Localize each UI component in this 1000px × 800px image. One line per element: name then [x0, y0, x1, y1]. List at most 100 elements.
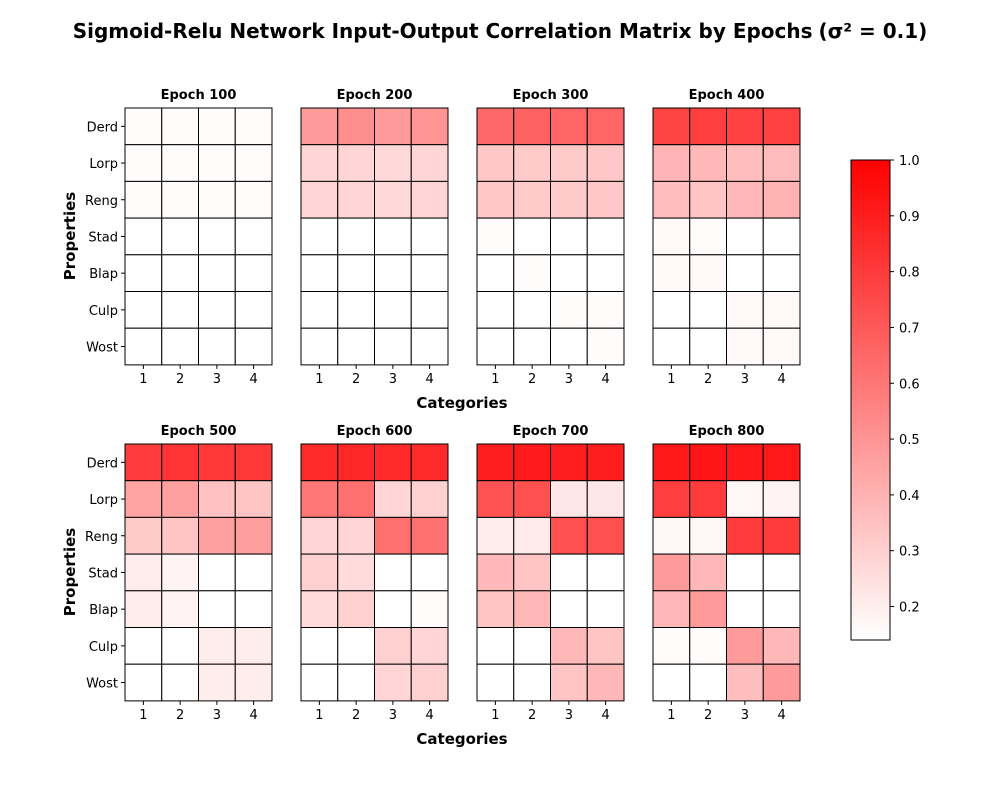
chart-title-suffix: (σ² = 0.1)	[819, 19, 928, 43]
heatmap-cell	[550, 590, 588, 628]
heatmap-cell	[586, 516, 625, 555]
heatmap-cell	[550, 107, 588, 146]
heatmap-cell	[198, 180, 236, 219]
panel-title: Epoch 600	[337, 424, 413, 439]
x-tick-label: 4	[249, 372, 257, 387]
heatmap-cell	[513, 254, 551, 293]
heatmap-cell	[161, 291, 199, 329]
heatmap-panels: Epoch 100 1 2 3 4 Derd Lorp Reng Stad Blap Culp Wos…	[85, 88, 801, 723]
heatmap-cell	[476, 217, 515, 256]
heatmap-cell	[300, 480, 339, 518]
heatmap-cell	[586, 327, 625, 366]
heatmap-cell	[586, 180, 625, 219]
heatmap-cell	[374, 217, 412, 256]
heatmap-cell	[689, 443, 727, 482]
heatmap-cell	[124, 553, 163, 592]
colorbar-tick-label: 1.0	[899, 154, 920, 169]
heatmap-cell	[550, 516, 588, 555]
heatmap-cell	[762, 480, 801, 518]
heatmap-cell	[410, 180, 449, 219]
panel-title: Epoch 300	[513, 88, 589, 103]
heatmap-cell	[337, 327, 375, 366]
heatmap-cell	[689, 180, 727, 219]
heatmap-cell	[161, 590, 199, 628]
heatmap-cell	[337, 254, 375, 293]
heatmap-cell	[161, 254, 199, 293]
heatmap-cell	[476, 627, 515, 665]
y-tick-label: Lorp	[89, 493, 118, 508]
heatmap-cell	[161, 144, 199, 182]
heatmap-cell	[410, 590, 449, 628]
heatmap-cell	[689, 516, 727, 555]
heatmap-cell	[762, 663, 801, 702]
heatmap-cell	[586, 443, 625, 482]
heatmap-cell	[124, 180, 163, 219]
heatmap-cell	[476, 180, 515, 219]
x-tick-label: 4	[601, 372, 609, 387]
heatmap-cell	[726, 663, 764, 702]
heatmap-cell	[124, 590, 163, 628]
heatmap-cell	[124, 443, 163, 482]
x-tick-label: 2	[704, 708, 712, 723]
heatmap-cell	[410, 217, 449, 256]
heatmap-cell	[124, 254, 163, 293]
heatmap-cell	[300, 291, 339, 329]
x-tick-label: 4	[601, 708, 609, 723]
heatmap-cell	[410, 627, 449, 665]
heatmap-cell	[476, 327, 515, 366]
y-tick-label: Wost	[86, 341, 118, 356]
x-tick-label: 1	[491, 708, 499, 723]
heatmap-cell	[337, 443, 375, 482]
heatmap-cell	[476, 443, 515, 482]
heatmap-cell	[234, 180, 273, 219]
heatmap-cell	[652, 663, 691, 702]
heatmap-cell	[689, 553, 727, 592]
x-tick-label: 4	[777, 708, 785, 723]
heatmap-cell	[689, 144, 727, 182]
heatmap-cell	[374, 327, 412, 366]
colorbar-tick-label: 0.4	[899, 489, 920, 504]
heatmap-cell	[513, 663, 551, 702]
colorbar-tick-label: 0.7	[899, 321, 920, 336]
x-tick-label: 2	[176, 708, 184, 723]
heatmap-cell	[476, 663, 515, 702]
heatmap-cell	[374, 480, 412, 518]
heatmap-cell	[550, 663, 588, 702]
heatmap-cell	[586, 107, 625, 146]
heatmap-cell	[586, 144, 625, 182]
heatmap-cell	[726, 480, 764, 518]
heatmap-cell	[586, 291, 625, 329]
y-tick-label: Culp	[89, 640, 118, 655]
heatmap-cell	[726, 291, 764, 329]
heatmap-cell	[726, 254, 764, 293]
heatmap-cell	[476, 254, 515, 293]
heatmap-cell	[652, 553, 691, 592]
heatmap-cell	[161, 107, 199, 146]
heatmap-cell	[410, 516, 449, 555]
heatmap-cell	[161, 516, 199, 555]
heatmap-cell	[513, 180, 551, 219]
heatmap-cell	[300, 144, 339, 182]
x-tick-label: 2	[528, 708, 536, 723]
heatmap-cell	[762, 291, 801, 329]
panel-title: Epoch 700	[513, 424, 589, 439]
heatmap-cell	[374, 291, 412, 329]
heatmap-cell	[513, 327, 551, 366]
x-axis-label-top: Categories	[416, 394, 507, 412]
x-tick-label: 1	[315, 708, 323, 723]
heatmap-cell	[198, 553, 236, 592]
heatmap-cell	[652, 480, 691, 518]
heatmap-cell	[124, 480, 163, 518]
x-tick-label: 2	[352, 372, 360, 387]
heatmap-cell	[586, 217, 625, 256]
heatmap-cell	[726, 180, 764, 219]
heatmap-cell	[410, 480, 449, 518]
heatmap-cell	[234, 217, 273, 256]
heatmap-cell	[337, 291, 375, 329]
heatmap-cell	[300, 107, 339, 146]
heatmap-cell	[374, 590, 412, 628]
y-tick-label: Derd	[87, 456, 118, 471]
x-tick-label: 4	[425, 372, 433, 387]
heatmap-panel: Epoch 800 1 2 3 4	[652, 424, 801, 723]
